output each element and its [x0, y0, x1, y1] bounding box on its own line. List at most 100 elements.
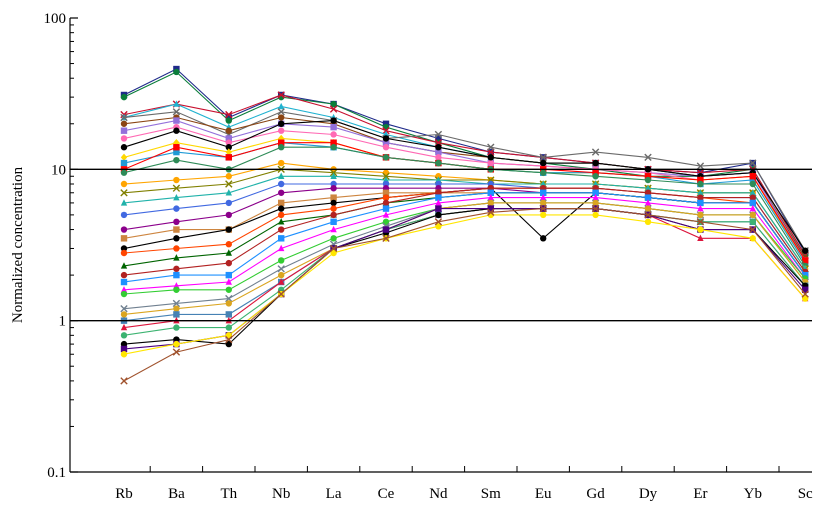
data-point	[120, 93, 128, 101]
data-point	[278, 278, 285, 285]
data-point	[278, 199, 285, 207]
data-point	[382, 176, 390, 183]
x-tick-label: Yb	[744, 486, 762, 502]
data-point	[120, 180, 128, 188]
data-point	[277, 91, 285, 99]
data-point	[278, 102, 285, 110]
series-line	[123, 214, 806, 355]
data-point	[749, 189, 756, 196]
series-23	[120, 185, 809, 279]
data-point	[120, 159, 128, 167]
data-point	[539, 204, 547, 213]
data-point	[592, 211, 599, 219]
data-point	[173, 100, 180, 107]
data-point	[749, 176, 756, 184]
data-point	[278, 144, 285, 151]
data-point	[225, 173, 232, 180]
y-ticks: 0.1 1 10 100	[44, 11, 78, 481]
data-point	[278, 244, 285, 252]
data-point	[802, 286, 809, 293]
data-point	[434, 130, 443, 139]
data-point	[382, 211, 390, 218]
data-point	[120, 135, 128, 142]
data-point	[278, 172, 285, 179]
data-point	[435, 205, 442, 212]
data-point	[382, 135, 390, 142]
data-point	[644, 153, 652, 162]
data-point	[487, 159, 494, 167]
data-point	[120, 304, 128, 313]
axes	[69, 18, 812, 473]
series-29	[120, 205, 809, 324]
x-tick-label: Eu	[535, 486, 552, 502]
data-point	[225, 189, 232, 196]
data-point	[173, 305, 180, 312]
data-point	[382, 154, 390, 161]
data-point	[697, 199, 704, 207]
x-tick-label: Ce	[378, 486, 395, 502]
series-line	[123, 126, 806, 261]
data-point	[749, 180, 756, 188]
data-point	[225, 278, 232, 285]
data-point	[644, 205, 652, 212]
data-point	[278, 257, 285, 264]
data-point	[644, 184, 652, 191]
data-point	[225, 139, 232, 146]
data-point	[330, 139, 337, 146]
data-point	[802, 247, 809, 254]
data-point	[120, 226, 128, 233]
x-tick-label: Er	[693, 486, 707, 502]
x-tick-label: Nb	[272, 486, 290, 502]
data-point	[278, 159, 285, 167]
data-point	[435, 189, 442, 196]
data-point	[225, 259, 232, 267]
data-point	[329, 105, 338, 113]
data-point	[540, 189, 547, 196]
data-point	[697, 194, 704, 201]
data-point	[330, 117, 337, 124]
data-point	[330, 131, 337, 138]
data-point	[382, 234, 390, 243]
data-point	[697, 189, 704, 196]
data-point	[487, 205, 494, 212]
data-point	[696, 162, 705, 170]
data-point	[225, 226, 232, 233]
series-35	[120, 204, 809, 385]
y-axis-label: Normalized concentration	[10, 166, 26, 323]
series-line	[123, 202, 806, 315]
data-point	[696, 218, 705, 226]
data-point	[120, 290, 128, 298]
data-point	[278, 120, 285, 127]
x-tick-label: Ba	[168, 486, 185, 502]
data-point	[278, 271, 285, 279]
data-point	[487, 199, 494, 207]
data-point	[487, 154, 494, 161]
series-line	[123, 146, 806, 267]
data-point	[382, 120, 390, 127]
data-point	[120, 332, 128, 339]
data-point	[591, 204, 600, 213]
data-point	[487, 193, 494, 201]
data-point	[173, 254, 180, 261]
data-point	[435, 154, 442, 161]
series-line	[123, 71, 806, 256]
data-point	[591, 148, 600, 156]
data-point	[225, 294, 233, 303]
data-point	[382, 205, 390, 212]
data-point	[749, 218, 756, 226]
series-line	[123, 120, 806, 261]
data-point	[225, 199, 232, 207]
data-point	[749, 235, 756, 242]
data-point	[330, 100, 337, 108]
data-point	[697, 176, 704, 184]
data-point	[749, 225, 757, 234]
x-tick-label: Th	[220, 486, 237, 502]
data-point	[120, 377, 128, 385]
data-point	[278, 205, 285, 212]
data-point	[225, 127, 232, 134]
data-point	[120, 278, 128, 286]
data-point	[749, 194, 756, 201]
data-point	[173, 235, 180, 242]
data-point	[697, 204, 704, 212]
data-point	[329, 244, 338, 253]
